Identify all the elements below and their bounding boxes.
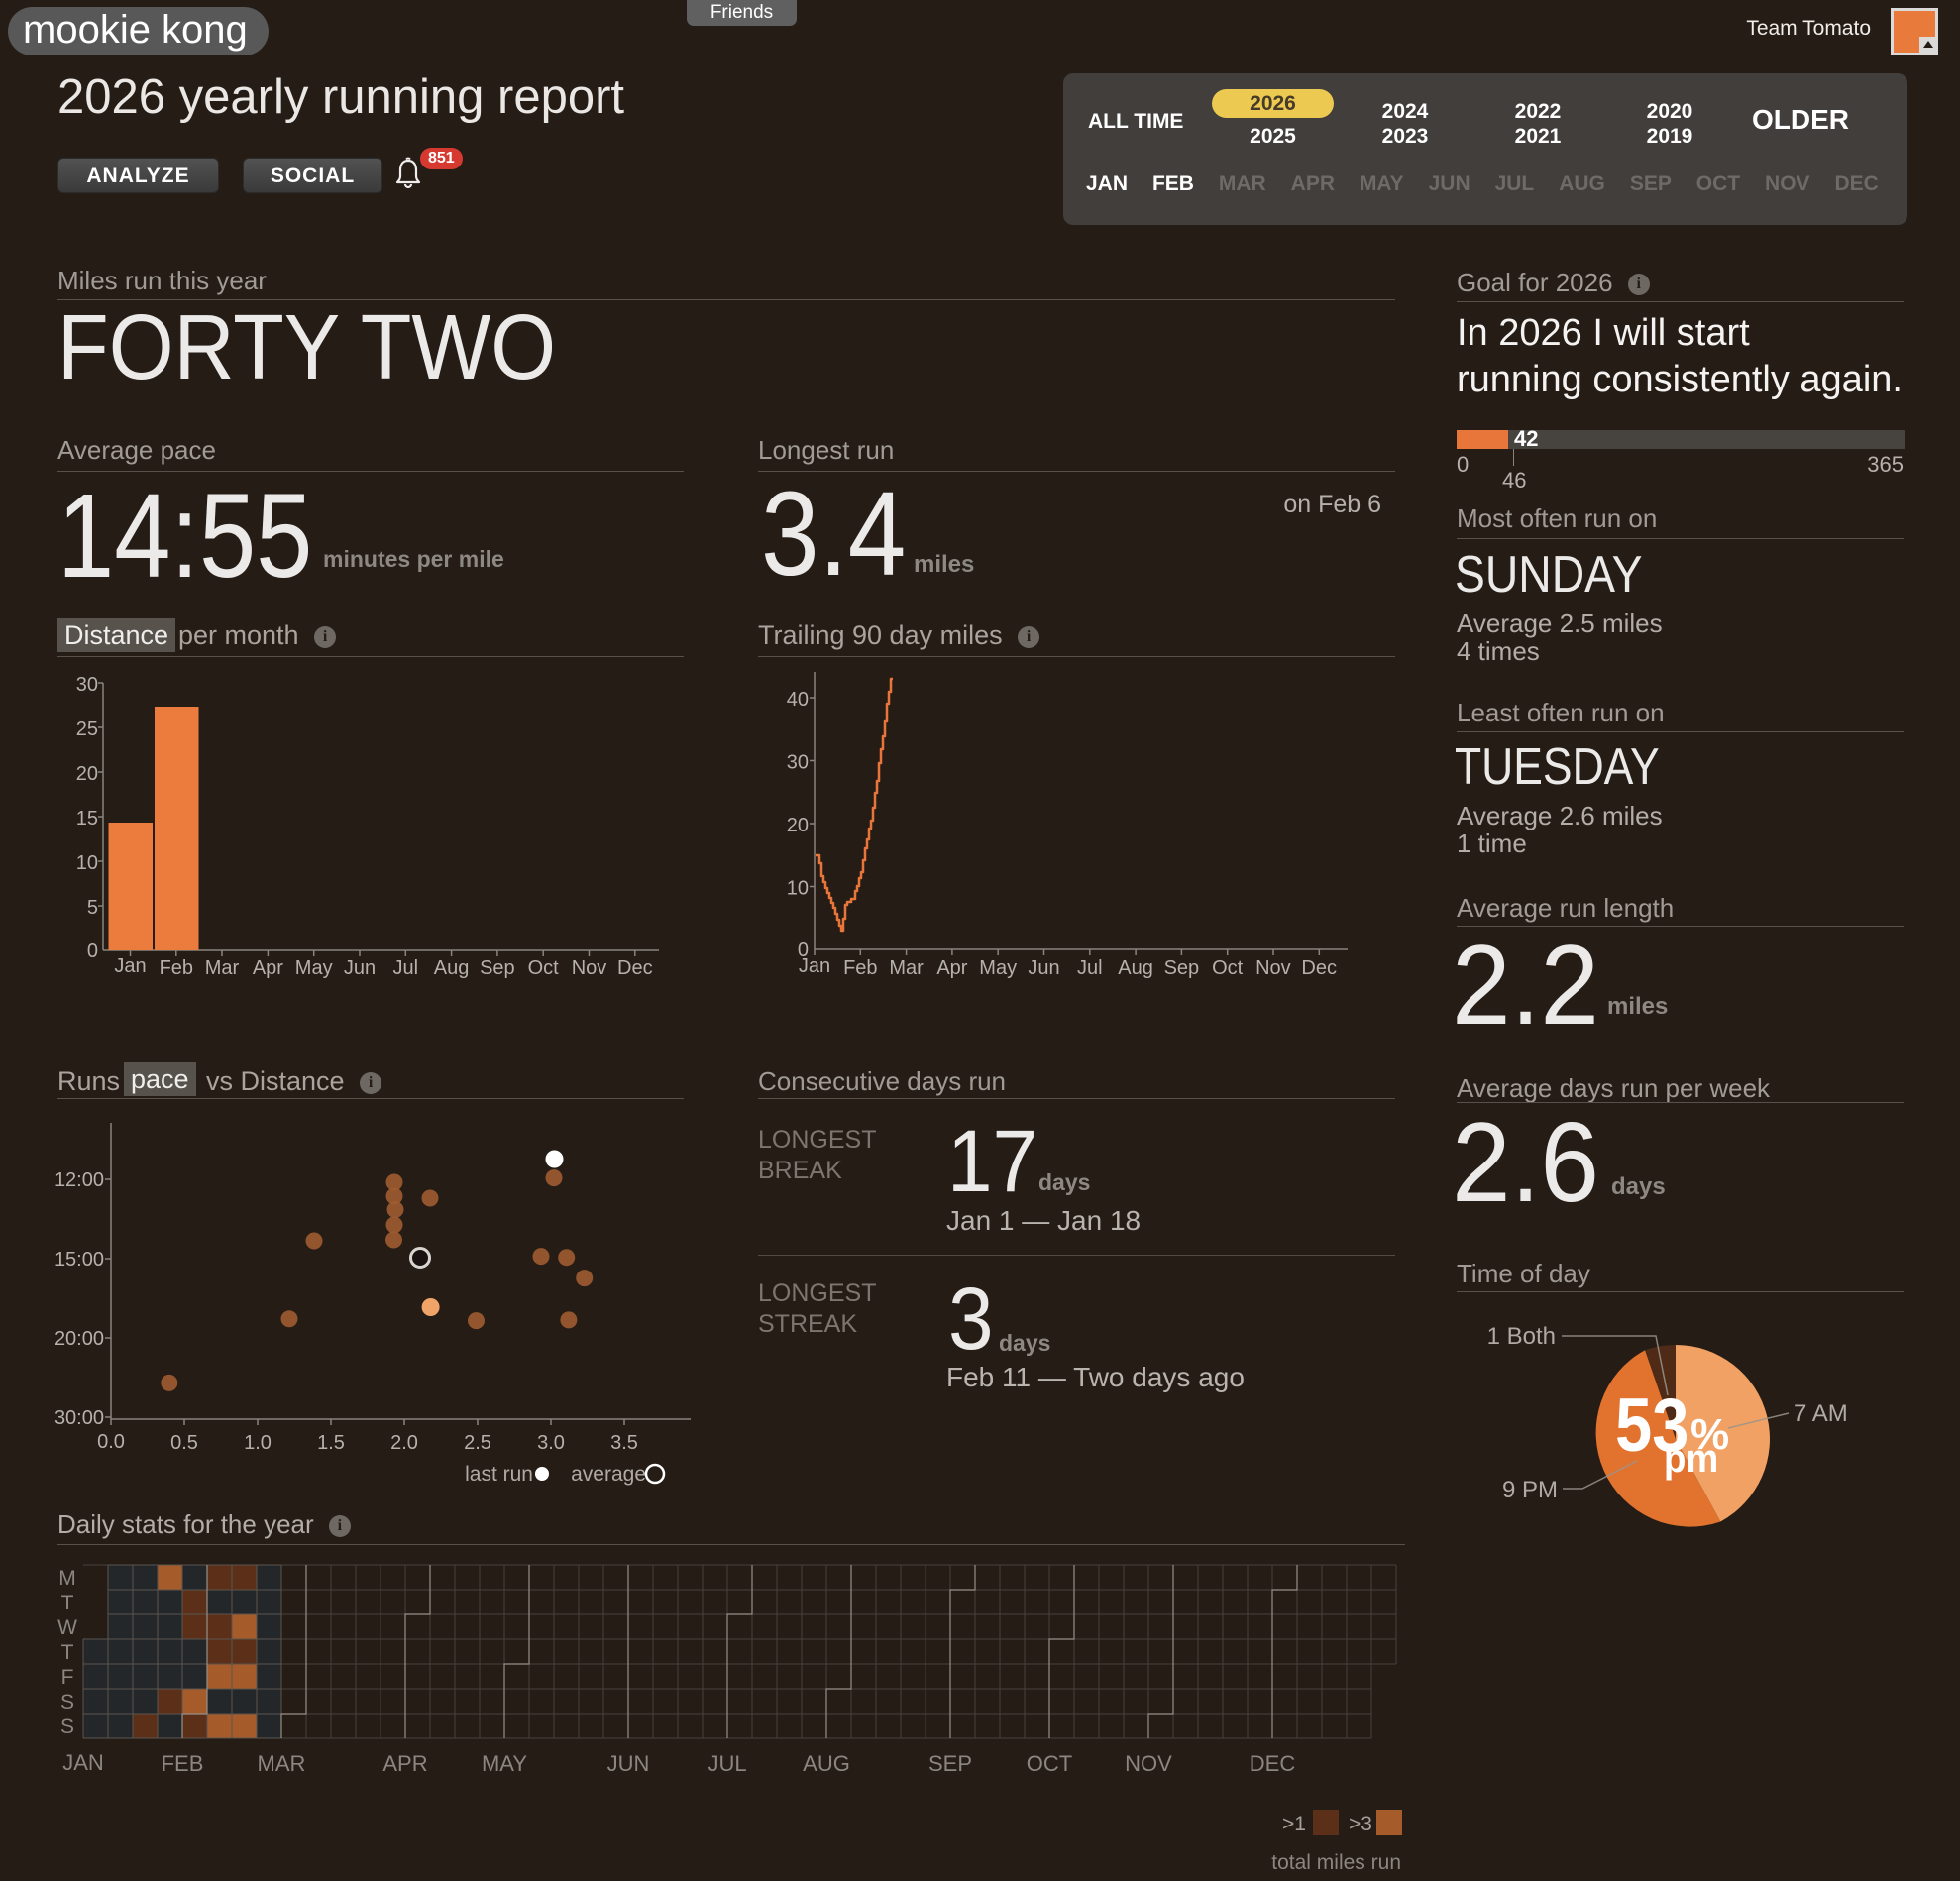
- svg-text:%: %: [1690, 1410, 1729, 1459]
- svg-text:MAR: MAR: [258, 1751, 306, 1776]
- svg-text:F: F: [61, 1666, 74, 1689]
- svg-text:7 AM: 7 AM: [1794, 1400, 1848, 1427]
- svg-text:1.0: 1.0: [244, 1432, 272, 1454]
- svg-text:Jun: Jun: [344, 957, 376, 979]
- svg-text:9 PM: 9 PM: [1502, 1477, 1558, 1503]
- svg-text:Apr: Apr: [253, 957, 283, 979]
- svg-text:Jul: Jul: [393, 957, 419, 979]
- svg-text:Sep: Sep: [1164, 957, 1200, 979]
- svg-text:DEC: DEC: [1250, 1751, 1296, 1776]
- svg-text:20:00: 20:00: [54, 1328, 104, 1350]
- svg-text:JUN: JUN: [607, 1751, 650, 1776]
- svg-text:1 Both: 1 Both: [1487, 1323, 1556, 1350]
- svg-text:5: 5: [87, 897, 98, 919]
- svg-text:JUL: JUL: [708, 1751, 746, 1776]
- svg-text:0.5: 0.5: [170, 1432, 198, 1454]
- svg-text:May: May: [979, 957, 1017, 979]
- svg-text:15: 15: [76, 808, 98, 830]
- svg-text:40: 40: [787, 689, 809, 711]
- svg-text:2.0: 2.0: [390, 1432, 418, 1454]
- svg-text:Jan: Jan: [799, 955, 830, 977]
- svg-text:JAN: JAN: [62, 1750, 104, 1775]
- svg-text:Sep: Sep: [480, 957, 515, 979]
- svg-text:Feb: Feb: [843, 957, 877, 979]
- svg-text:0: 0: [87, 940, 98, 962]
- svg-text:Jan: Jan: [114, 955, 146, 977]
- svg-text:30: 30: [787, 752, 809, 774]
- svg-text:Mar: Mar: [205, 957, 240, 979]
- svg-text:0.0: 0.0: [97, 1431, 125, 1453]
- svg-text:10: 10: [76, 852, 98, 874]
- svg-text:Mar: Mar: [889, 957, 924, 979]
- svg-text:pm: pm: [1664, 1437, 1718, 1482]
- svg-text:20: 20: [76, 763, 98, 785]
- svg-text:Feb: Feb: [160, 957, 193, 979]
- svg-text:53: 53: [1615, 1383, 1688, 1468]
- svg-text:Nov: Nov: [1255, 957, 1291, 979]
- svg-text:Aug: Aug: [434, 957, 470, 979]
- svg-text:Dec: Dec: [1301, 957, 1337, 979]
- svg-text:2.5: 2.5: [464, 1432, 491, 1454]
- svg-text:FEB: FEB: [162, 1751, 204, 1776]
- svg-text:APR: APR: [382, 1751, 427, 1776]
- svg-text:M: M: [58, 1567, 76, 1590]
- svg-text:AUG: AUG: [803, 1751, 850, 1776]
- svg-text:Dec: Dec: [617, 957, 653, 979]
- svg-text:Nov: Nov: [572, 957, 607, 979]
- svg-text:1.5: 1.5: [317, 1432, 345, 1454]
- svg-text:15:00: 15:00: [54, 1249, 104, 1271]
- svg-text:average: average: [571, 1463, 646, 1486]
- svg-text:3.0: 3.0: [537, 1432, 565, 1454]
- svg-text:T: T: [61, 1592, 74, 1614]
- svg-text:12:00: 12:00: [54, 1169, 104, 1191]
- svg-text:MAY: MAY: [482, 1751, 527, 1776]
- svg-text:20: 20: [787, 815, 809, 836]
- svg-text:Jun: Jun: [1028, 957, 1059, 979]
- svg-text:Oct: Oct: [528, 957, 560, 979]
- svg-text:May: May: [295, 957, 333, 979]
- svg-text:SEP: SEP: [928, 1751, 972, 1776]
- svg-text:S: S: [60, 1715, 74, 1738]
- svg-text:25: 25: [76, 719, 98, 740]
- svg-text:Jul: Jul: [1077, 957, 1103, 979]
- svg-text:S: S: [60, 1691, 74, 1714]
- svg-text:3.5: 3.5: [610, 1432, 638, 1454]
- svg-text:10: 10: [787, 878, 809, 900]
- svg-text:last run: last run: [465, 1463, 533, 1486]
- svg-text:30: 30: [76, 674, 98, 696]
- svg-text:Aug: Aug: [1118, 957, 1153, 979]
- svg-text:Apr: Apr: [936, 957, 967, 979]
- svg-text:30:00: 30:00: [54, 1407, 104, 1429]
- svg-text:T: T: [61, 1641, 74, 1664]
- svg-text:OCT: OCT: [1027, 1751, 1072, 1776]
- svg-text:NOV: NOV: [1125, 1751, 1172, 1776]
- svg-text:W: W: [57, 1616, 77, 1639]
- svg-text:Oct: Oct: [1212, 957, 1244, 979]
- svg-text:0: 0: [798, 940, 809, 961]
